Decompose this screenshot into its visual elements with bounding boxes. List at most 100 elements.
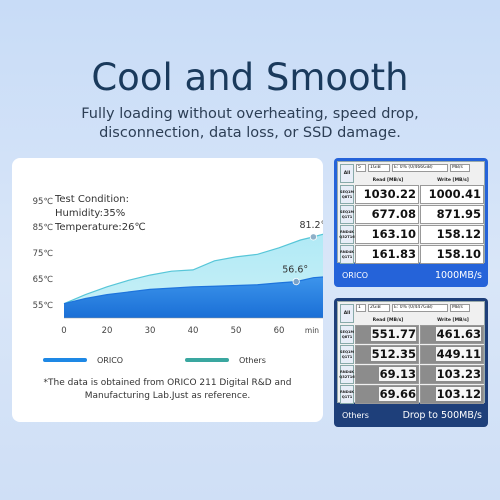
test-row-label-line: Q1T1 xyxy=(341,214,353,219)
write-header: Write [MB/s] xyxy=(437,318,469,323)
legend-orico-swatch xyxy=(43,358,87,362)
write-value: 1000.41 xyxy=(420,185,484,204)
write-value-text: 158.10 xyxy=(436,247,481,261)
write-value-text: 871.95 xyxy=(436,207,481,221)
read-value: 161.83 xyxy=(355,245,419,264)
read-value: 677.08 xyxy=(355,205,419,224)
test-row-label-line: RND4K xyxy=(339,389,355,394)
write-value: 158.12 xyxy=(420,225,484,244)
panel-caption: Others Drop to 500MB/s xyxy=(334,405,488,427)
data-source-note: *The data is obtained from ORICO 211 Dig… xyxy=(12,377,323,403)
write-value: 158.10 xyxy=(420,245,484,264)
x-tick-label: min xyxy=(305,326,319,335)
note-line-2: Manufacturing Lab.Just as reference. xyxy=(84,391,251,401)
x-tick-label: 40 xyxy=(188,326,199,336)
benchmark-panel-others: All 1 2GiB E: 0% (0/447GiB) MB/s Read [MB/s] W… xyxy=(334,298,488,427)
write-value-text: 158.12 xyxy=(436,227,481,241)
write-value: 103.12 xyxy=(420,385,484,404)
test-condition-humidity: Humidity:35% xyxy=(55,208,126,219)
read-value-text: 677.08 xyxy=(371,207,416,221)
x-tick-label: 0 xyxy=(61,326,66,336)
test-row-label: SEQ1M Q8T1 xyxy=(340,185,354,204)
series-line-others xyxy=(63,233,323,305)
write-value-text: 103.12 xyxy=(435,387,481,401)
legend-others-swatch xyxy=(185,358,229,362)
test-row-label-line: SEQ1M xyxy=(339,329,355,334)
write-value-text: 461.63 xyxy=(435,327,481,341)
drive-select: E: 0% (0/466GiB) xyxy=(392,164,448,172)
x-tick-label: 60 xyxy=(274,326,285,336)
read-header: Read [MB/s] xyxy=(372,318,404,323)
annotation-label: 56.6° xyxy=(282,265,308,276)
write-header: Write [MB/s] xyxy=(437,178,469,183)
test-row-label: RND4K Q32T16 xyxy=(339,365,355,384)
page-title: Cool and Smooth xyxy=(91,56,409,99)
y-tick-label: 85℃ xyxy=(33,223,54,233)
read-value-text: 69.66 xyxy=(378,387,416,401)
size-select: 2GiB xyxy=(368,304,390,312)
read-value: 69.13 xyxy=(355,365,419,384)
drive-select: E: 0% (0/447GiB) xyxy=(392,304,448,312)
test-row-label-line: RND4K xyxy=(339,229,355,234)
read-value: 551.77 xyxy=(355,325,419,344)
test-row-label: RND4K Q32T16 xyxy=(339,225,355,244)
subtitle-line-2: disconnection, data loss, or SSD damage. xyxy=(99,125,401,141)
page-subtitle: Fully loading without overheating, speed… xyxy=(0,105,500,143)
panel-caption-speed: 1000MB/s xyxy=(434,270,482,281)
write-value: 103.23 xyxy=(420,365,484,384)
test-row-label-line: Q8T1 xyxy=(341,194,353,199)
panel-caption-speed: Drop to 500MB/s xyxy=(402,410,482,421)
legend-orico: ORICO xyxy=(43,353,123,367)
benchmark-panel-orico: All 5 1GiB E: 0% (0/466GiB) MB/s Read [MB/s] W… xyxy=(334,158,488,287)
y-tick-label: 75℃ xyxy=(33,249,54,259)
test-condition-heading: Test Condition: xyxy=(55,194,129,205)
panel-caption-brand: ORICO xyxy=(342,271,369,280)
read-value: 512.35 xyxy=(355,345,419,364)
size-select: 1GiB xyxy=(368,164,390,172)
test-row-label-line: SEQ1M xyxy=(339,209,355,214)
write-value-text: 1000.41 xyxy=(428,187,481,201)
test-condition: Test Condition: Humidity:35% Temperature… xyxy=(55,193,146,235)
read-value-text: 161.83 xyxy=(371,247,416,261)
count-select: 1 xyxy=(356,304,366,312)
write-value: 449.11 xyxy=(420,345,484,364)
panel-caption: ORICO 1000MB/s xyxy=(334,265,488,287)
test-row-label-line: Q8T1 xyxy=(341,334,353,339)
legend-others-label: Others xyxy=(239,355,266,365)
test-row-label: RND4K Q1T1 xyxy=(340,385,354,404)
temperature-chart-card: 55℃ 65℃ 75℃ 85℃ 95℃ 0 20 30 40 50 60 min 81.2° 56.6° … xyxy=(12,158,323,422)
write-value-text: 449.11 xyxy=(435,347,481,361)
count-select: 5 xyxy=(356,164,366,172)
test-row-label: SEQ1M Q1T1 xyxy=(340,345,354,364)
crystaldiskmark-screenshot: All 5 1GiB E: 0% (0/466GiB) MB/s Read [MB/s] W… xyxy=(337,161,485,264)
legend-others: Others xyxy=(185,353,266,367)
crystaldiskmark-screenshot: All 1 2GiB E: 0% (0/447GiB) MB/s Read [MB/s] W… xyxy=(337,301,485,404)
test-row-label: SEQ1M Q8T1 xyxy=(340,325,354,344)
write-value: 871.95 xyxy=(420,205,484,224)
read-value: 1030.22 xyxy=(355,185,419,204)
annotation-label: 81.2° xyxy=(299,220,323,231)
test-condition-temperature: Temperature:26℃ xyxy=(55,222,146,233)
unit-select: MB/s xyxy=(450,304,470,312)
test-row-label-line: RND4K xyxy=(339,369,355,374)
y-tick-label: 65℃ xyxy=(33,275,54,285)
test-row-label: SEQ1M Q1T1 xyxy=(340,205,354,224)
read-value-text: 551.77 xyxy=(370,327,416,341)
test-row-label-line: Q1T1 xyxy=(341,394,353,399)
test-row-label-line: SEQ1M xyxy=(339,349,355,354)
test-row-label: RND4K Q1T1 xyxy=(340,245,354,264)
read-value-text: 1030.22 xyxy=(363,187,416,201)
read-value: 69.66 xyxy=(355,385,419,404)
test-row-label-line: Q1T1 xyxy=(341,354,353,359)
series-area-orico xyxy=(64,276,323,318)
read-value-text: 163.10 xyxy=(371,227,416,241)
y-tick-label: 55℃ xyxy=(33,301,54,311)
x-tick-label: 20 xyxy=(102,326,113,336)
all-button: All xyxy=(340,164,354,183)
series-line-orico xyxy=(63,276,323,305)
all-button: All xyxy=(340,304,354,323)
x-tick-label: 30 xyxy=(145,326,156,336)
test-row-label-line: Q1T1 xyxy=(341,254,353,259)
y-tick-label: 95℃ xyxy=(33,197,54,207)
test-row-label-line: RND4K xyxy=(339,249,355,254)
